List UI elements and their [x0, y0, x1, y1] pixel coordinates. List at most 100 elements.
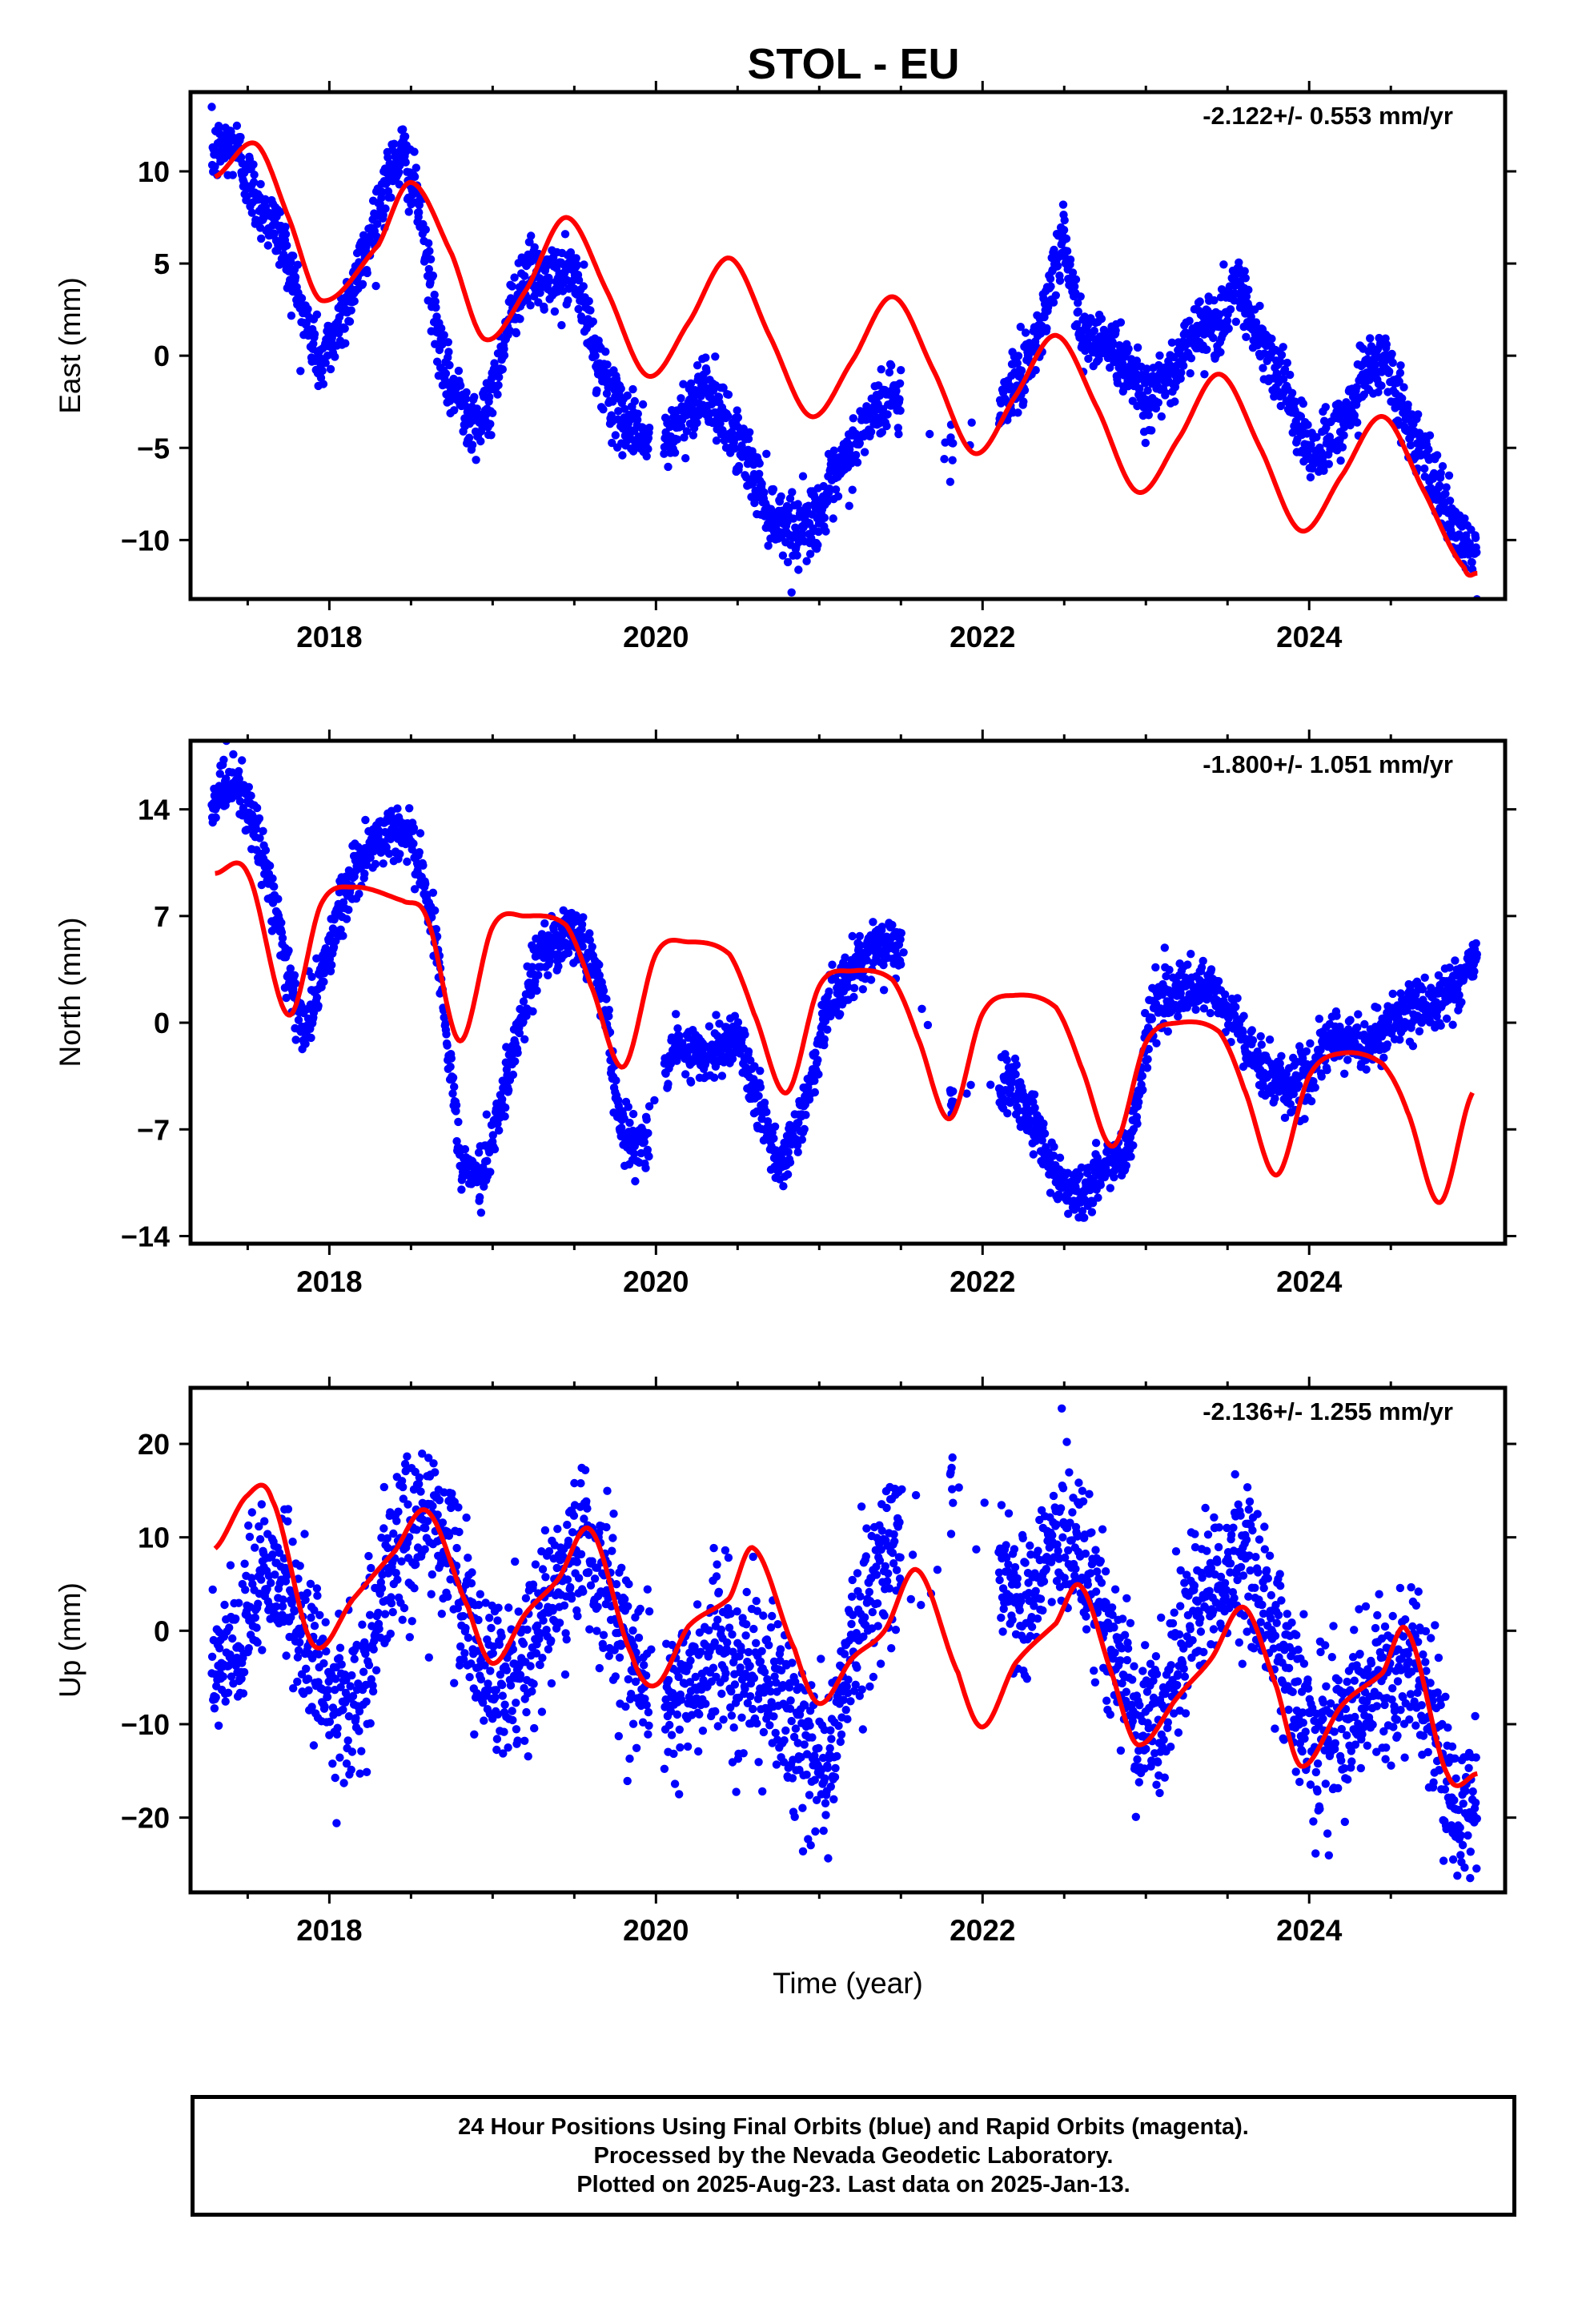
data-point: [229, 750, 238, 759]
data-point: [1017, 366, 1026, 375]
data-point: [486, 1168, 495, 1176]
data-point: [476, 436, 485, 446]
data-point: [456, 381, 465, 390]
data-point: [268, 874, 277, 883]
data-point: [825, 485, 834, 493]
data-point: [508, 282, 516, 291]
data-point: [845, 440, 855, 450]
data-point: [366, 853, 375, 862]
data-point: [243, 825, 251, 834]
data-point: [1465, 539, 1474, 548]
data-point: [616, 384, 625, 393]
data-point: [788, 488, 797, 497]
data-point: [289, 251, 298, 260]
data-point: [813, 541, 822, 549]
data-point: [1074, 299, 1082, 308]
data-point: [777, 492, 785, 501]
data-point: [360, 869, 369, 879]
data-point: [800, 1124, 809, 1134]
data-point: [1319, 416, 1329, 425]
data-point: [986, 1080, 995, 1089]
data-point: [235, 774, 243, 783]
data-point: [215, 770, 224, 778]
data-point: [1235, 258, 1243, 267]
data-point: [644, 444, 652, 453]
data-point: [228, 171, 237, 179]
data-point: [249, 160, 258, 169]
data-point: [544, 971, 552, 980]
data-point: [309, 340, 318, 348]
data-point: [282, 993, 291, 1003]
data-point: [642, 452, 651, 460]
data-point: [1388, 989, 1397, 999]
data-point: [515, 1028, 524, 1038]
data-point: [287, 258, 295, 267]
data-point: [276, 207, 285, 216]
data-point: [318, 366, 327, 376]
data-point: [1147, 1015, 1157, 1023]
data-point: [866, 428, 876, 436]
data-point: [1143, 1055, 1152, 1063]
data-point: [472, 456, 480, 464]
data-point: [1319, 466, 1328, 475]
data-point: [744, 1047, 753, 1056]
model-curve: [214, 140, 1479, 578]
data-points: [207, 103, 1481, 599]
data-point: [250, 171, 259, 179]
data-point: [1013, 359, 1022, 368]
data-point: [1055, 1153, 1065, 1162]
data-point: [633, 416, 642, 424]
data-point: [664, 1080, 673, 1088]
data-point: [1003, 1109, 1012, 1118]
data-point: [448, 1073, 458, 1082]
data-point: [1183, 960, 1192, 969]
data-point: [345, 317, 355, 326]
data-point: [544, 276, 554, 286]
data-point: [728, 1055, 737, 1063]
data-point: [811, 1048, 820, 1057]
data-point: [1174, 1012, 1182, 1021]
data-point: [1199, 956, 1207, 966]
data-point: [297, 294, 307, 303]
data-point: [1014, 352, 1023, 360]
data-point: [1062, 234, 1071, 243]
data-point: [508, 1070, 518, 1080]
data-point: [1353, 1023, 1362, 1032]
data-point: [244, 782, 253, 791]
data-point: [428, 271, 438, 280]
data-point: [1080, 1213, 1089, 1222]
data-point: [261, 195, 270, 203]
data-point: [1106, 1184, 1115, 1192]
data-point: [849, 983, 859, 993]
data-point: [1049, 298, 1058, 307]
data-point: [331, 352, 339, 361]
y-axis-label: East (mm): [54, 277, 86, 414]
data-point: [293, 260, 303, 269]
data-point: [425, 247, 434, 255]
data-point: [390, 139, 399, 148]
data-point: [1396, 989, 1405, 998]
data-point: [1283, 358, 1292, 368]
data-point: [1165, 965, 1174, 975]
data-point: [829, 446, 839, 455]
data-point: [877, 365, 885, 374]
data-point: [373, 219, 382, 228]
data-point: [814, 527, 823, 537]
data-point: [712, 436, 721, 445]
data-point: [1141, 438, 1150, 448]
data-point: [1322, 424, 1331, 432]
data-point: [724, 390, 733, 399]
data-point: [1002, 1055, 1011, 1064]
data-point: [858, 985, 868, 994]
data-point: [1360, 1019, 1369, 1029]
data-point: [785, 1158, 795, 1167]
data-point: [301, 1039, 310, 1048]
data-point: [421, 879, 430, 889]
data-point: [1408, 1042, 1418, 1051]
data-point: [1445, 497, 1455, 505]
data-point: [1279, 375, 1288, 384]
data-point: [1186, 354, 1196, 363]
data-point: [1084, 354, 1093, 364]
data-point: [592, 386, 601, 395]
data-point: [1207, 965, 1216, 974]
